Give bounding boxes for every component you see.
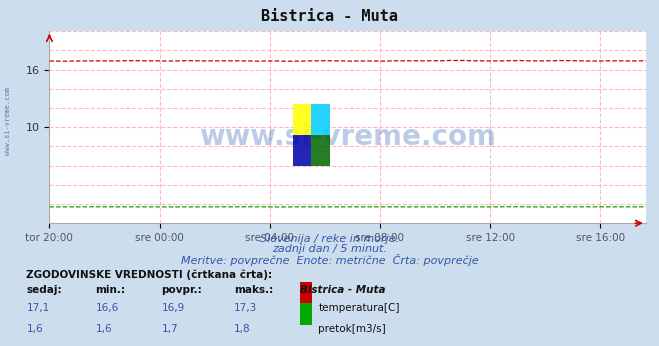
- Text: 17,1: 17,1: [26, 303, 49, 313]
- Bar: [293, 135, 312, 166]
- Bar: [312, 104, 330, 135]
- Text: 17,3: 17,3: [234, 303, 257, 313]
- Text: www.si-vreme.com: www.si-vreme.com: [199, 123, 496, 151]
- Text: 1,7: 1,7: [161, 324, 178, 334]
- Text: pretok[m3/s]: pretok[m3/s]: [318, 324, 386, 334]
- Text: ZGODOVINSKE VREDNOSTI (črtkana črta):: ZGODOVINSKE VREDNOSTI (črtkana črta):: [26, 270, 272, 280]
- Text: Slovenija / reke in morje.: Slovenija / reke in morje.: [260, 234, 399, 244]
- Text: 16,9: 16,9: [161, 303, 185, 313]
- Text: 1,6: 1,6: [96, 324, 112, 334]
- Bar: [312, 135, 330, 166]
- Text: 1,8: 1,8: [234, 324, 250, 334]
- Text: Meritve: povprečne  Enote: metrične  Črta: povprečje: Meritve: povprečne Enote: metrične Črta:…: [181, 254, 478, 266]
- Text: min.:: min.:: [96, 285, 126, 295]
- Text: 1,6: 1,6: [26, 324, 43, 334]
- Text: sedaj:: sedaj:: [26, 285, 62, 295]
- Bar: [293, 104, 312, 135]
- Text: Bistrica - Muta: Bistrica - Muta: [300, 285, 386, 295]
- Text: 16,6: 16,6: [96, 303, 119, 313]
- Text: temperatura[C]: temperatura[C]: [318, 303, 400, 313]
- Text: www.si-vreme.com: www.si-vreme.com: [5, 87, 11, 155]
- Text: zadnji dan / 5 minut.: zadnji dan / 5 minut.: [272, 244, 387, 254]
- Text: maks.:: maks.:: [234, 285, 273, 295]
- Text: Bistrica - Muta: Bistrica - Muta: [261, 9, 398, 24]
- Text: povpr.:: povpr.:: [161, 285, 202, 295]
